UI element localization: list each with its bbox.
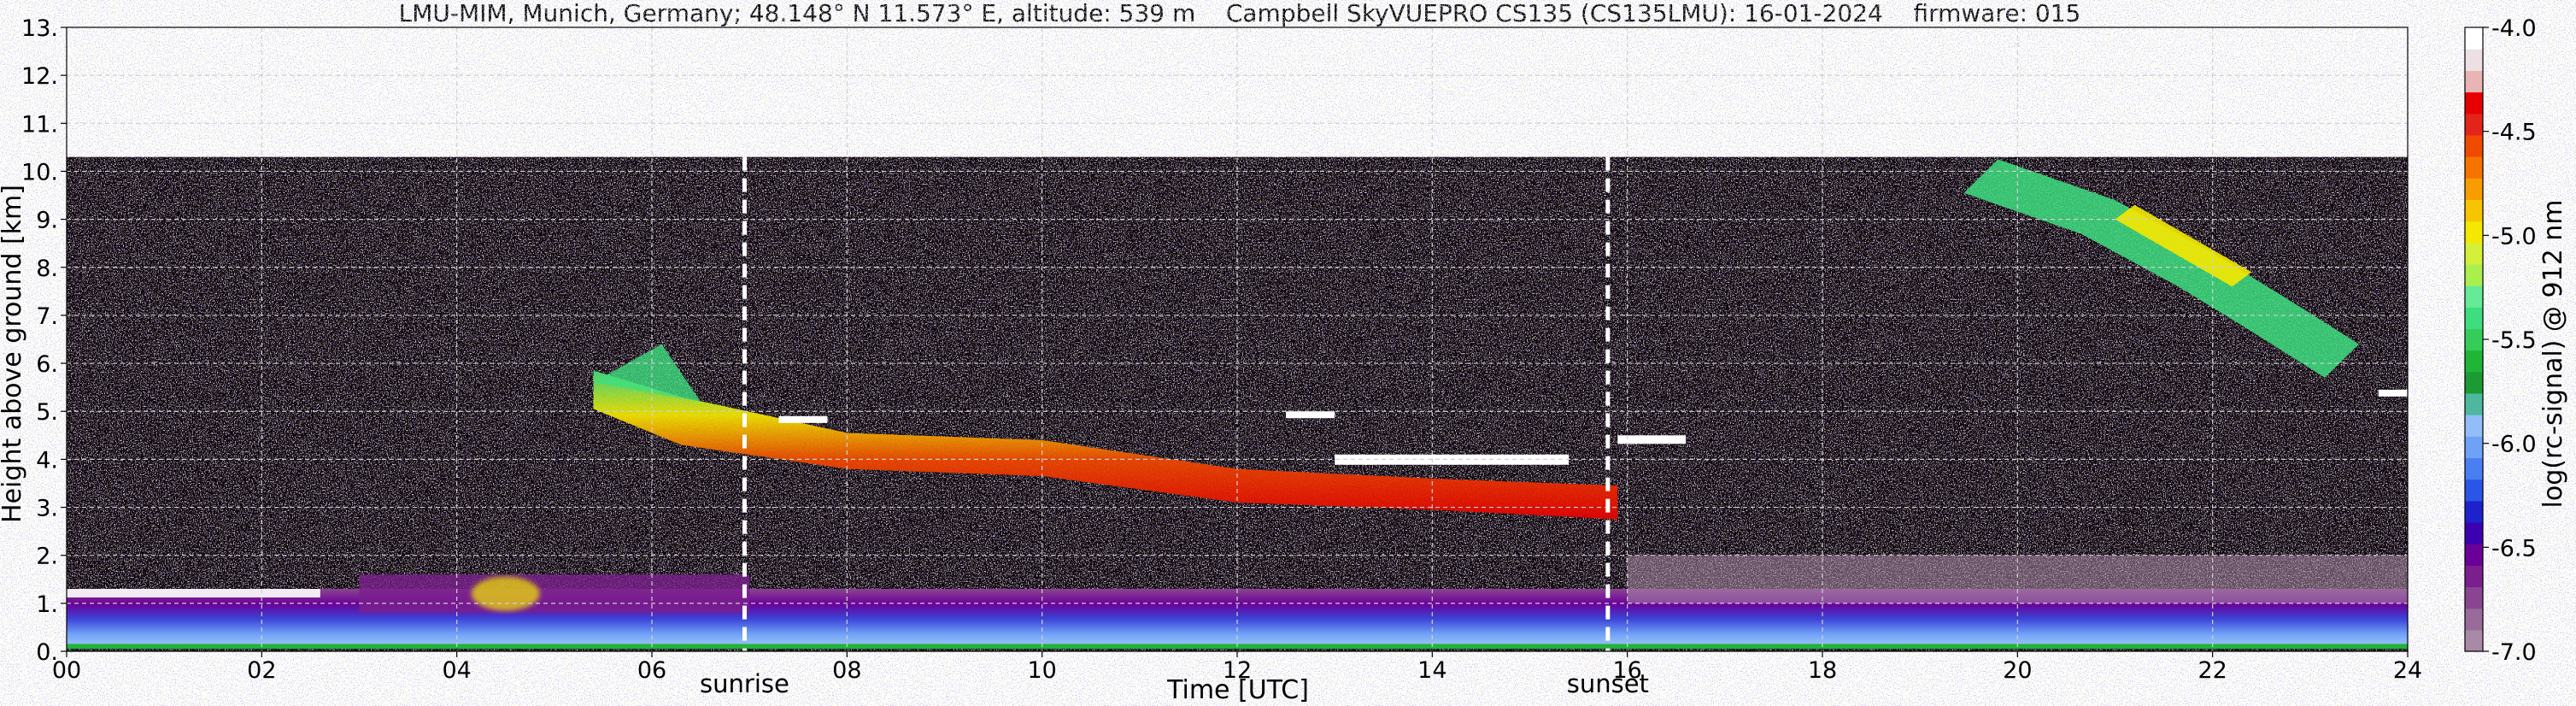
colorbar-segment — [2465, 199, 2483, 222]
x-tick-label: 24 — [2393, 657, 2422, 684]
colorbar: -7.0 -6.5 -6.0 -5.5 -5.0 -4.5 -4.0 — [2464, 15, 2537, 666]
evening-cloud-fragment — [1617, 435, 1687, 444]
colorbar-segment — [2465, 371, 2483, 394]
colorbar-segment — [2465, 521, 2483, 544]
y-tick-label: 8. — [36, 256, 58, 282]
colorbar-segment — [2465, 263, 2483, 286]
event-lines — [742, 156, 1611, 651]
colorbar-segment — [2465, 134, 2483, 157]
y-tick-label: 2. — [36, 544, 58, 570]
evening-aerosol-layer — [1627, 555, 2408, 603]
x-tick-label: 20 — [2003, 657, 2032, 684]
y-axis-label: Height above ground [km] — [0, 185, 27, 523]
y-tick-label: 5. — [36, 399, 58, 426]
boundary-layer-top — [67, 589, 320, 597]
y-axis-ticks: 0. 1. 2. 3. 4. 5. 6. 7. 8. 9. 10. 11. 12. 13. — [21, 15, 67, 666]
colorbar-segment — [2465, 221, 2483, 244]
chart-title: LMU-MIM, Munich, Germany; 48.148° N 11.5… — [399, 0, 2081, 27]
colorbar-segment — [2465, 156, 2483, 179]
colorbar-label: log(rc-signal) @ 912 nm — [2538, 200, 2568, 509]
colorbar-tick-label: -5.5 — [2491, 327, 2537, 354]
y-tick-label: 4. — [36, 447, 58, 474]
y-tick-label: 13. — [21, 15, 58, 42]
x-tick-label: 06 — [637, 657, 666, 684]
x-tick-label: 18 — [1808, 657, 1837, 684]
y-tick-label: 3. — [36, 496, 58, 522]
x-axis-ticks: 00 02 04 06 08 10 12 14 16 18 20 22 24 — [52, 651, 2422, 684]
x-tick-label: 22 — [2198, 657, 2227, 684]
colorbar-segment — [2465, 436, 2483, 459]
colorbar-segment — [2465, 608, 2483, 631]
colorbar-segment — [2465, 500, 2483, 523]
colorbar-segment — [2465, 392, 2483, 415]
grid-lines — [67, 27, 2408, 651]
x-tick-label: 10 — [1027, 657, 1056, 684]
y-tick-label: 1. — [36, 591, 58, 618]
plot-area — [66, 26, 2409, 652]
colorbar-segment — [2465, 350, 2483, 373]
x-tick-label: 00 — [52, 657, 81, 684]
colorbar-segment — [2465, 328, 2483, 351]
cirrus-core — [2115, 204, 2252, 287]
colorbar-segment — [2465, 586, 2483, 609]
x-axis-label: Time [UTC] — [1166, 675, 1309, 705]
y-tick-label: 6. — [36, 351, 58, 378]
y-tick-label: 12. — [21, 63, 58, 90]
colorbar-segment — [2465, 479, 2483, 502]
colorbar-segment — [2465, 285, 2483, 308]
event-label: sunset — [1567, 669, 1649, 698]
colorbar-segment — [2465, 70, 2483, 93]
cloud-layer — [593, 370, 1618, 520]
colorbar-segment — [2465, 629, 2483, 652]
colorbar-segment — [2465, 91, 2483, 115]
x-tick-label: 04 — [442, 657, 471, 684]
colorbar-tick-label: -7.0 — [2491, 639, 2537, 666]
y-tick-label: 11. — [21, 111, 58, 138]
x-tick-label: 08 — [832, 657, 861, 684]
colorbar-tick-label: -4.5 — [2491, 120, 2537, 146]
colorbar-tick-label: -4.0 — [2491, 15, 2537, 42]
colorbar-tick-label: -6.0 — [2491, 432, 2537, 458]
colorbar-segment — [2465, 113, 2483, 136]
isolated-cloud — [1286, 411, 1335, 419]
y-tick-label: 7. — [36, 303, 58, 330]
colorbar-tick-label: -5.0 — [2491, 223, 2537, 250]
cloud-base-fringe — [593, 344, 701, 402]
morning-aerosol-layer — [359, 574, 750, 614]
colorbar-segment — [2465, 242, 2483, 265]
x-tick-label: 16 — [1612, 657, 1641, 684]
y-tick-label: 9. — [36, 208, 58, 234]
colorbar-segment — [2465, 457, 2483, 480]
colorbar-segment — [2465, 178, 2483, 200]
colorbar-segment — [2465, 415, 2483, 437]
colorbar-segment — [2465, 307, 2483, 330]
isolated-cloud — [778, 415, 828, 423]
colorbar-segment — [2465, 544, 2483, 566]
late-cloud-fragment — [2378, 389, 2408, 397]
x-tick-label: 12 — [1223, 657, 1252, 684]
colorbar-segment — [2465, 565, 2483, 588]
x-tick-label: 14 — [1417, 657, 1446, 684]
aerosol-plume — [471, 576, 540, 611]
colorbar-segment — [2465, 49, 2483, 71]
event-label: sunrise — [700, 669, 789, 698]
colorbar-tick-label: -6.5 — [2491, 535, 2537, 562]
y-tick-label: 10. — [21, 159, 58, 185]
colorbar-segment — [2465, 27, 2483, 50]
y-tick-label: 0. — [36, 639, 58, 666]
x-tick-label: 02 — [247, 657, 276, 684]
cirrus-band — [1963, 159, 2359, 378]
